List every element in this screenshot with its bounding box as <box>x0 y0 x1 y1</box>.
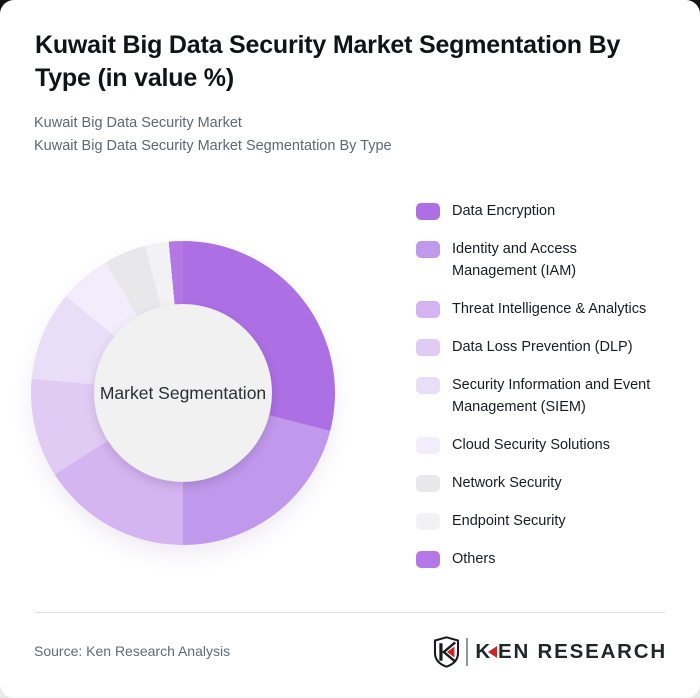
logo-divider <box>466 638 469 666</box>
footer-divider <box>35 612 665 613</box>
page-title: Kuwait Big Data Security Market Segmenta… <box>35 31 621 92</box>
donut-center-label: Market Segmentation <box>99 382 267 403</box>
legend-swatch <box>416 339 440 356</box>
legend-label: Others <box>452 551 496 567</box>
legend-swatch <box>416 437 440 454</box>
logo-wordmark: K EN RESEARCH <box>475 640 667 663</box>
legend-label: Cloud Security Solutions <box>452 437 610 453</box>
legend-label: Endpoint Security <box>452 513 566 529</box>
legend-item-data-encryption[interactable]: Data Encryption <box>416 200 680 222</box>
legend-item-siem[interactable]: Security Information and Event Managemen… <box>416 374 680 418</box>
legend-swatch <box>416 377 440 394</box>
legend-item-others[interactable]: Others <box>416 548 680 570</box>
legend-swatch <box>416 241 440 258</box>
legend-swatch <box>416 203 440 220</box>
ken-research-logo: K EN RESEARCH <box>433 634 667 670</box>
donut-chart[interactable]: Market Segmentation <box>31 241 335 545</box>
legend: Data Encryption Identity and Access Mana… <box>416 200 680 586</box>
subtitle-line-2: Kuwait Big Data Security Market Segmenta… <box>34 137 392 154</box>
legend-label: Threat Intelligence & Analytics <box>452 301 647 317</box>
legend-item-iam[interactable]: Identity and Access Management (IAM) <box>416 238 680 282</box>
legend-swatch <box>416 551 440 568</box>
legend-item-network-security[interactable]: Network Security <box>416 472 680 494</box>
legend-item-cloud-security[interactable]: Cloud Security Solutions <box>416 434 680 456</box>
logo-red-triangle-icon <box>487 646 497 658</box>
source-text: Source: Ken Research Analysis <box>34 643 231 659</box>
legend-item-endpoint-security[interactable]: Endpoint Security <box>416 510 680 532</box>
legend-swatch <box>416 475 440 492</box>
legend-label: Identity and Access Management (IAM) <box>452 241 577 279</box>
legend-label: Data Loss Prevention (DLP) <box>452 339 633 355</box>
donut-center: Market Segmentation <box>94 304 272 482</box>
legend-item-threat-intelligence[interactable]: Threat Intelligence & Analytics <box>416 298 680 320</box>
legend-swatch <box>416 301 440 318</box>
chart-subtitle: Kuwait Big Data Security Market Kuwait B… <box>34 112 392 157</box>
legend-label: Network Security <box>452 475 562 491</box>
ken-research-shield-icon <box>434 636 460 668</box>
legend-item-dlp[interactable]: Data Loss Prevention (DLP) <box>416 336 680 358</box>
legend-label: Data Encryption <box>452 203 556 219</box>
legend-swatch <box>416 513 440 530</box>
legend-label: Security Information and Event Managemen… <box>452 377 651 415</box>
subtitle-line-1: Kuwait Big Data Security Market <box>34 115 242 131</box>
